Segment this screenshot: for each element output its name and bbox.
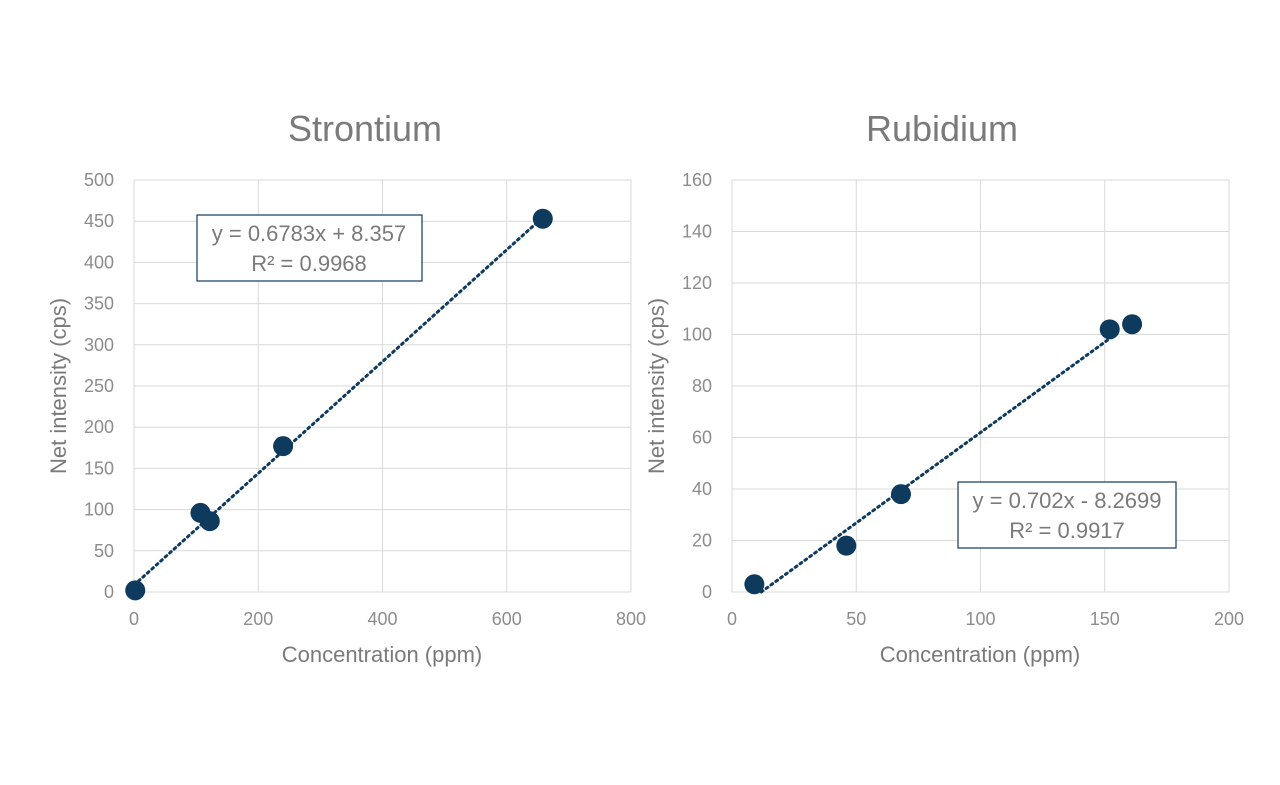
x-tick-label: 150 <box>1090 609 1120 629</box>
y-tick-label: 300 <box>84 335 114 355</box>
y-tick-label: 20 <box>692 531 712 551</box>
data-point <box>199 511 220 532</box>
y-axis-title: Net intensity (cps) <box>644 298 669 474</box>
linear-trendline <box>759 337 1112 594</box>
y-tick-label: 150 <box>84 458 114 478</box>
x-axis-title: Concentration (ppm) <box>880 642 1081 667</box>
x-tick-label: 0 <box>727 609 737 629</box>
data-point <box>1099 319 1120 340</box>
data-point <box>125 580 146 601</box>
trendline-equation: y = 0.6783x + 8.357 <box>212 221 407 246</box>
y-tick-label: 250 <box>84 376 114 396</box>
chart-title: Strontium <box>288 108 442 149</box>
data-point <box>836 535 857 556</box>
x-axis-title: Concentration (ppm) <box>282 642 483 667</box>
x-tick-label: 0 <box>129 609 139 629</box>
x-tick-label: 200 <box>243 609 273 629</box>
trendline-equation-box: y = 0.702x - 8.2699 R² = 0.9917 <box>957 481 1177 549</box>
equation-box-border <box>957 481 1177 549</box>
y-tick-label: 140 <box>682 222 712 242</box>
y-tick-label: 200 <box>84 417 114 437</box>
r-squared-label: R² = 0.9968 <box>251 251 367 276</box>
y-tick-label: 0 <box>104 582 114 602</box>
y-tick-label: 100 <box>84 500 114 520</box>
trendline-equation-box: y = 0.6783x + 8.357 R² = 0.9968 <box>196 214 423 282</box>
y-tick-label: 120 <box>682 273 712 293</box>
plot-area <box>133 179 632 593</box>
equation-box-border <box>196 214 423 282</box>
x-tick-label: 50 <box>846 609 866 629</box>
y-tick-label: 500 <box>84 170 114 190</box>
x-tick-label: 600 <box>492 609 522 629</box>
r-squared-label: R² = 0.9917 <box>1009 518 1125 543</box>
y-tick-label: 160 <box>682 170 712 190</box>
y-tick-label: 40 <box>692 479 712 499</box>
data-point <box>890 484 911 505</box>
y-tick-label: 0 <box>702 582 712 602</box>
data-point <box>532 208 553 229</box>
trendline-equation: y = 0.702x - 8.2699 <box>973 488 1162 513</box>
y-tick-label: 50 <box>94 541 114 561</box>
y-axis-title: Net intensity (cps) <box>46 298 71 474</box>
y-tick-label: 450 <box>84 211 114 231</box>
y-tick-label: 350 <box>84 294 114 314</box>
y-tick-label: 80 <box>692 376 712 396</box>
data-point <box>1122 314 1143 335</box>
data-point <box>744 574 765 595</box>
x-tick-label: 200 <box>1214 609 1244 629</box>
rubidium-chart: Rubidium Concentration (ppm) Net intensi… <box>644 108 1244 667</box>
plot-area <box>731 179 1230 593</box>
strontium-chart: Strontium Concentration (ppm) Net intens… <box>46 108 646 667</box>
chart-title: Rubidium <box>866 108 1018 149</box>
x-tick-label: 800 <box>616 609 646 629</box>
y-tick-label: 60 <box>692 428 712 448</box>
y-tick-label: 100 <box>682 325 712 345</box>
x-tick-label: 100 <box>965 609 995 629</box>
x-tick-label: 400 <box>367 609 397 629</box>
y-tick-label: 400 <box>84 252 114 272</box>
data-point <box>273 436 294 457</box>
